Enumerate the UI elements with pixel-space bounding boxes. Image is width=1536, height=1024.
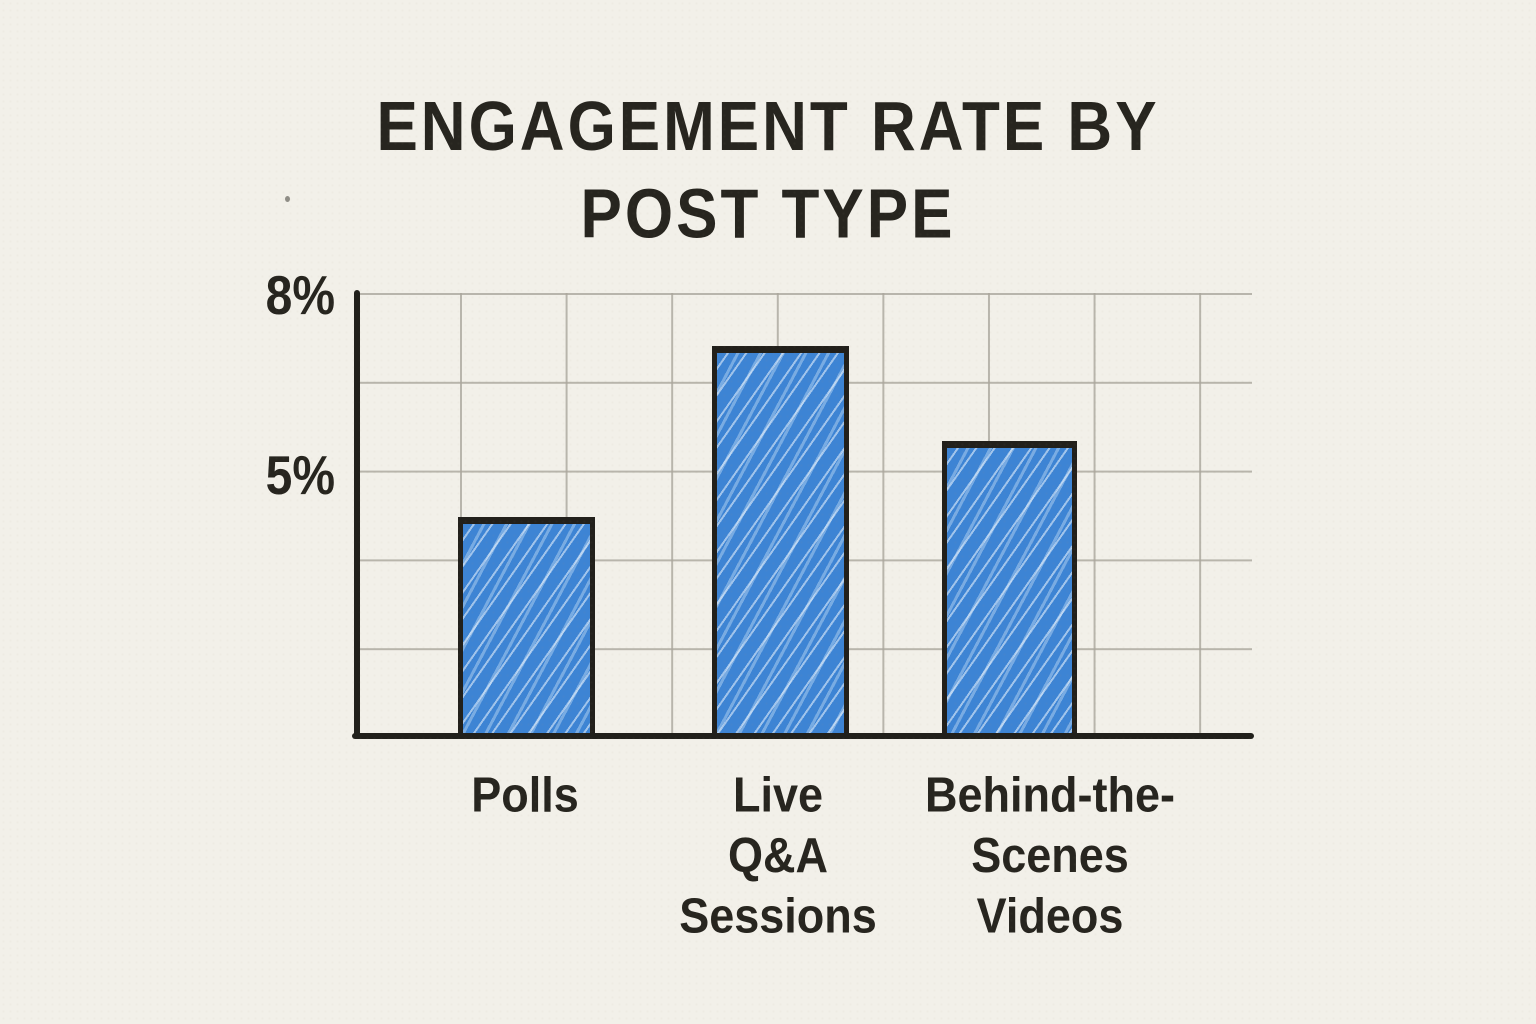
chart-title: ENGAGEMENT RATE BY POST TYPE — [0, 84, 1536, 259]
y-axis-line — [354, 290, 360, 739]
x-axis-line — [352, 733, 1254, 739]
chart-title-line1: ENGAGEMENT RATE BY — [376, 88, 1160, 166]
chart-title-line2: POST TYPE — [580, 175, 956, 254]
bar-live-qa-sessions — [712, 346, 849, 734]
x-category-label-polls: Polls — [471, 766, 579, 823]
ink-speck — [285, 196, 290, 202]
y-tick-label-8: 8% — [265, 266, 335, 327]
x-category-label-live-qa-sessions: Live Q&A Sessions — [679, 766, 877, 944]
x-category-label-behind-the-scenes-videos: Behind-the- Scenes Videos — [925, 766, 1175, 944]
bar-behind-the-scenes-videos — [942, 440, 1077, 734]
bar-polls — [458, 517, 595, 734]
y-tick-label-5: 5% — [265, 446, 335, 507]
